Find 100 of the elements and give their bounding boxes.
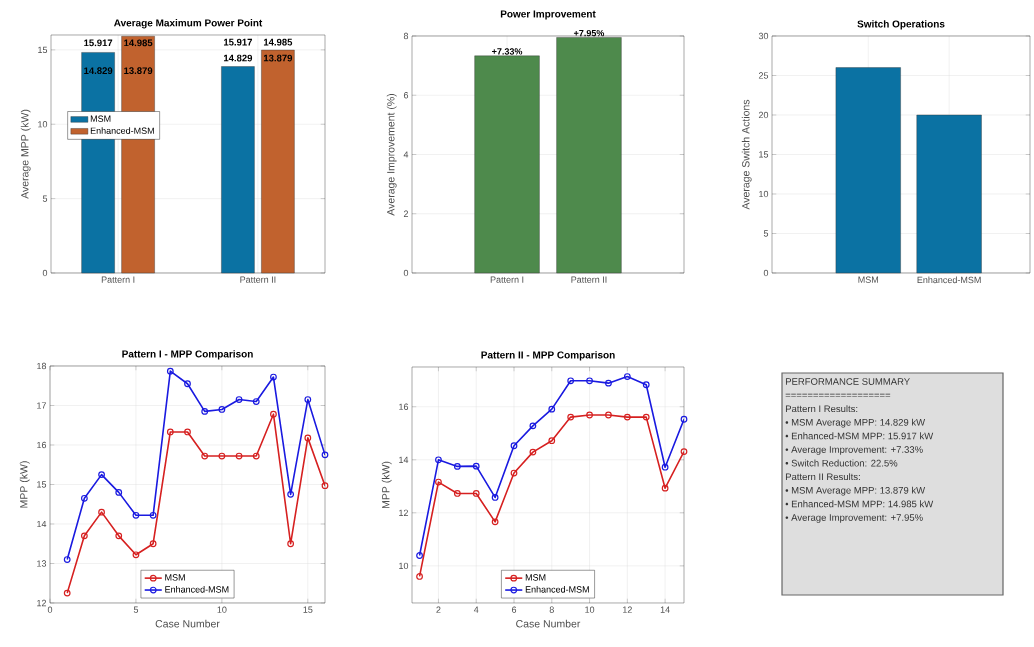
x-tick-label: 10 (585, 606, 595, 613)
y-tick-label: 17 (37, 402, 47, 409)
annotation: 13.879 (263, 54, 293, 62)
point (149, 511, 157, 519)
y-tick-label: 10 (759, 190, 769, 198)
point (605, 411, 612, 419)
point (218, 452, 226, 460)
legend-label: MSM (90, 115, 111, 122)
text: • Enhanced-MSM MPP: 14.985 kW (785, 500, 934, 508)
legend-label: Enhanced-MSM (90, 127, 154, 134)
text: • Switch Reduction: 22.5% (785, 459, 898, 467)
y-tick-label: 15 (38, 46, 48, 54)
point (132, 551, 140, 559)
y-axis-title: Average MPP (kW) (20, 109, 31, 199)
point (252, 452, 260, 460)
annotation: 14.985 (124, 39, 153, 47)
point (184, 380, 191, 388)
point (201, 452, 209, 460)
y-tick-label: 14 (399, 456, 409, 463)
point (567, 377, 575, 385)
point (510, 469, 518, 477)
point (567, 413, 575, 421)
y-tick-label: 2 (403, 210, 409, 217)
chart-title: Average Maximum Power Point (113, 19, 263, 29)
point (235, 452, 243, 460)
point (661, 463, 669, 471)
point (642, 381, 650, 389)
x-tick-label: Enhanced-MSM (917, 276, 981, 284)
data-label: +7.33% (492, 48, 523, 55)
point (623, 373, 631, 380)
annotation: 13.879 (124, 67, 153, 75)
text: • MSM Average MPP: 13.879 kW (785, 486, 926, 496)
point (98, 508, 105, 516)
chart-title: Power Improvement (500, 10, 596, 20)
y-axis-title: MPP (kW) (19, 461, 30, 508)
y-tick-label: 20 (758, 111, 769, 119)
x-tick-label: 12 (623, 606, 632, 613)
x-tick-label: 6 (511, 606, 517, 613)
chart-title: Pattern II - MPP Comparison (481, 351, 615, 361)
point (491, 518, 499, 526)
text: PERFORMANCE SUMMARY (785, 378, 910, 385)
text: • Average Improvement: +7.33% (785, 446, 923, 455)
legend-label: MSM (525, 574, 546, 581)
point (510, 442, 518, 450)
legend-label: MSM (165, 574, 185, 581)
y-tick-label: 6 (403, 92, 409, 99)
point (548, 437, 556, 445)
point (132, 511, 140, 519)
text: • Enhanced-MSM MPP: 15.917 kW (785, 432, 934, 440)
y-tick-label: 5 (763, 230, 769, 237)
x-tick-label: 14 (660, 606, 670, 613)
x-tick-label: 10 (217, 606, 227, 613)
text: =================== (785, 393, 891, 397)
x-tick-label: 2 (436, 606, 441, 613)
text: Pattern I Results: (785, 405, 858, 413)
y-tick-label: 10 (38, 121, 48, 128)
point (661, 484, 669, 492)
chart-title: Switch Operations (857, 20, 945, 30)
point (548, 405, 556, 413)
legend-label: Enhanced-MSM (525, 586, 589, 593)
y-tick-label: 13 (37, 560, 47, 567)
annotation: 15.917 (84, 39, 113, 47)
y-tick-label: 30 (758, 32, 769, 40)
point (166, 428, 174, 436)
y-tick-label: 15 (759, 151, 769, 158)
point (149, 540, 157, 548)
y-tick-label: 0 (403, 269, 409, 277)
point (642, 413, 650, 421)
annotation: 14.985 (263, 38, 293, 46)
point (586, 411, 593, 419)
bar (221, 66, 255, 274)
text: Pattern II Results: (785, 473, 860, 481)
text: • Average Improvement: +7.95% (785, 514, 923, 523)
point (623, 413, 631, 421)
y-tick-label: 12 (37, 599, 47, 607)
y-tick-label: 15 (37, 481, 47, 488)
point (252, 398, 260, 405)
annotation: 15.917 (223, 38, 253, 46)
point (166, 367, 174, 375)
point (115, 488, 123, 496)
y-axis-title: MPP (kW) (381, 461, 392, 509)
point (453, 463, 461, 470)
y-tick-label: 0 (42, 269, 48, 277)
x-tick-label: Pattern II (240, 276, 276, 283)
point (605, 379, 612, 387)
point (287, 490, 295, 498)
chart-title: Pattern I - MPP Comparison (122, 350, 253, 360)
y-tick-label: 18 (37, 362, 47, 370)
legend-label: Enhanced-MSM (165, 586, 229, 593)
y-tick-label: 12 (399, 509, 409, 516)
point (270, 410, 277, 418)
data-label: +7.95% (573, 29, 605, 37)
point (80, 494, 88, 502)
point (491, 494, 499, 501)
y-tick-label: 5 (42, 195, 48, 202)
x-tick-label: Pattern I (490, 276, 524, 283)
point (586, 377, 593, 385)
point (435, 478, 442, 486)
point (435, 456, 442, 464)
x-tick-label: 0 (47, 606, 53, 613)
